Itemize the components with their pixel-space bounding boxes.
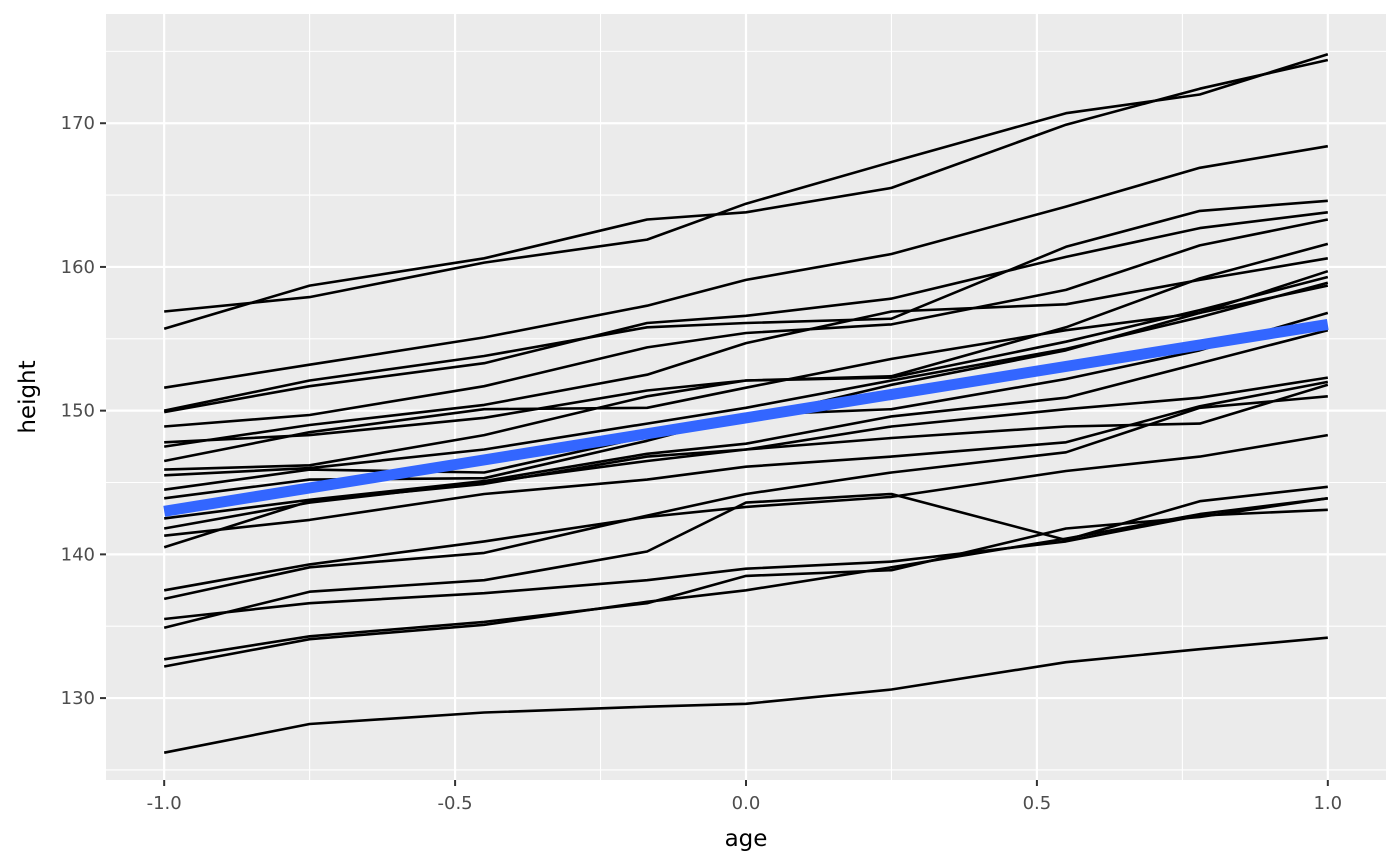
series-line-21	[164, 508, 1328, 621]
series-line-23	[163, 497, 1328, 668]
x-tick-label: -0.5	[438, 793, 473, 814]
series-line-14	[164, 328, 1329, 520]
series-line-17	[163, 383, 1329, 549]
x-axis-ticks: -1.0 -0.5 0.0 0.5 1.0	[147, 780, 1342, 814]
series-line-4	[163, 199, 1328, 412]
series-line-16	[164, 380, 1329, 537]
y-tick-label: 170	[61, 113, 95, 134]
series-line-10	[164, 275, 1329, 471]
series-line-19	[163, 395, 1328, 601]
x-tick-label: 1.0	[1313, 793, 1342, 814]
x-axis-title: age	[725, 826, 768, 852]
series-line-2	[163, 58, 1329, 330]
x-tick-label: 0.5	[1023, 793, 1052, 814]
trend-line	[163, 318, 1329, 517]
series-line-3	[163, 144, 1329, 389]
y-axis-title: height	[15, 360, 41, 433]
y-tick-label: 130	[61, 688, 95, 709]
series-line-18	[163, 433, 1329, 592]
series-line-9	[163, 269, 1329, 463]
series-line-8	[164, 257, 1329, 448]
x-tick-label: -1.0	[147, 793, 182, 814]
y-axis-ticks: 130 140 150 160 170	[61, 113, 106, 709]
series-line-24	[163, 636, 1328, 754]
series-line-20	[163, 485, 1328, 629]
series-line-11	[164, 281, 1329, 477]
trend-group	[163, 318, 1329, 517]
y-tick-label: 150	[61, 401, 95, 422]
x-tick-label: 0.0	[732, 793, 761, 814]
series-line-5	[163, 211, 1328, 414]
series-lines	[163, 52, 1329, 754]
series-line-22	[163, 497, 1328, 661]
y-tick-label: 160	[61, 257, 95, 278]
series-line-6	[164, 218, 1329, 428]
y-tick-label: 140	[61, 544, 95, 565]
